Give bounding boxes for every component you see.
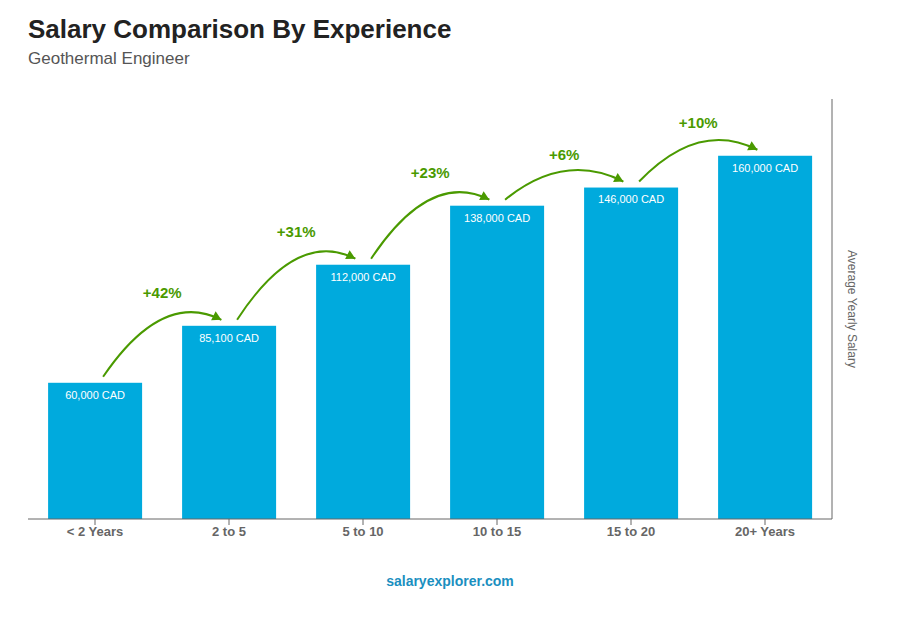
svg-text:+6%: +6% (549, 146, 579, 163)
svg-text:60,000 CAD: 60,000 CAD (65, 389, 125, 401)
svg-text:112,000 CAD: 112,000 CAD (330, 271, 395, 283)
svg-text:146,000 CAD: 146,000 CAD (598, 193, 664, 205)
html-text:Geothermal Engineer: Geothermal Engineer (28, 49, 190, 68)
svg-text:< 2 Years: < 2 Years (67, 524, 124, 539)
svg-text:10 to 15: 10 to 15 (473, 524, 521, 539)
svg-text:2 to 5: 2 to 5 (212, 524, 246, 539)
svg-text:+42%: +42% (143, 284, 182, 301)
svg-text:+10%: +10% (679, 114, 718, 131)
svg-text:5 to 10: 5 to 10 (342, 524, 383, 539)
svg-text:20+ Years: 20+ Years (735, 524, 795, 539)
svg-text:85,100 CAD: 85,100 CAD (199, 332, 259, 344)
svg-text:+31%: +31% (277, 223, 316, 240)
svg-text:15 to 20: 15 to 20 (607, 524, 655, 539)
html-text:Salary Comparison By Experienc: Salary Comparison By Experience (28, 14, 452, 44)
svg-text:138,000 CAD: 138,000 CAD (464, 212, 530, 224)
html-text:salaryexplorer.com: salaryexplorer.com (386, 573, 514, 589)
svg-text:160,000 CAD: 160,000 CAD (732, 162, 798, 174)
svg-text:Average Yearly Salary: Average Yearly Salary (845, 250, 859, 368)
svg-text:+23%: +23% (411, 164, 450, 181)
